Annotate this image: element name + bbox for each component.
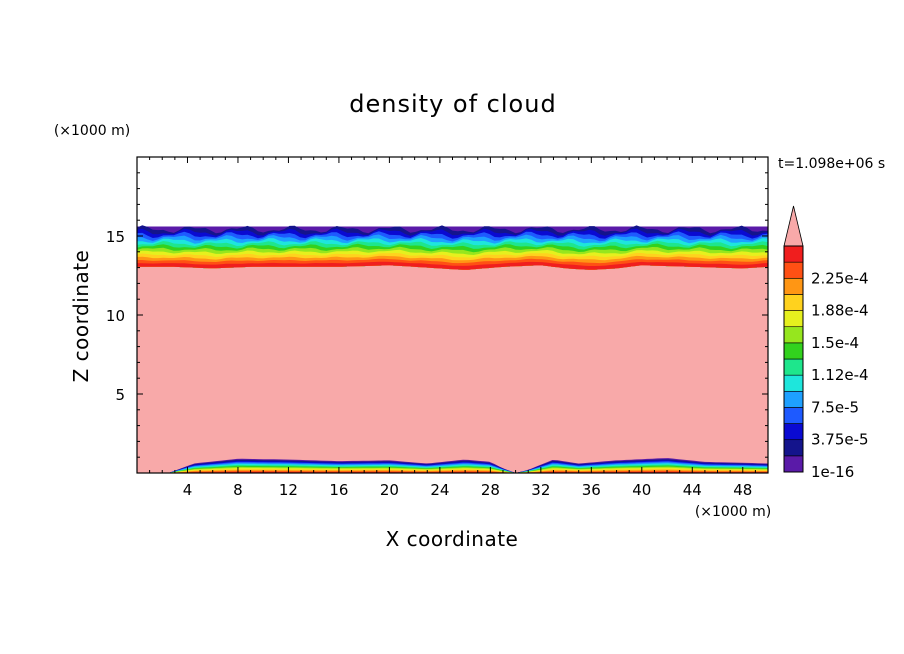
y-tick-label-5: 5 xyxy=(115,386,125,404)
chart-title: density of cloud xyxy=(349,90,556,118)
y-tick-label-15: 15 xyxy=(106,228,125,246)
x-tick-label-12: 12 xyxy=(279,481,298,499)
colorbar-swatch-12 xyxy=(783,261,804,279)
y-axis-label: Z coordinate xyxy=(69,250,93,383)
colorbar-label-3: 1.12e-4 xyxy=(811,366,869,384)
colorbar-swatch-10 xyxy=(783,294,804,311)
colorbar-swatch-13 xyxy=(783,245,804,263)
plot-area xyxy=(137,225,768,473)
colorbar-label-4: 1.5e-4 xyxy=(811,334,859,352)
colorbar-label-1: 3.75e-5 xyxy=(811,431,869,449)
colorbar-label-0: 1e-16 xyxy=(811,463,854,481)
field-layers xyxy=(137,225,768,473)
time-label: t=1.098e+06 s xyxy=(778,156,885,172)
colorbar-swatch-4 xyxy=(783,390,804,408)
x-tick-label-28: 28 xyxy=(481,481,500,499)
x-tick-label-48: 48 xyxy=(733,481,752,499)
top-band-level-13 xyxy=(137,261,768,270)
colorbar-swatch-7 xyxy=(783,342,804,360)
x-tick-label-40: 40 xyxy=(632,481,651,499)
colorbar-swatch-1 xyxy=(783,439,804,457)
colorbar-label-5: 1.88e-4 xyxy=(811,302,869,320)
colorbar-swatch-11 xyxy=(783,277,804,295)
x-tick-label-44: 44 xyxy=(683,481,702,499)
x-axis: 4 8 12 16 20 24 28 32 36 40 44 48 xyxy=(149,157,756,499)
x-tick-label-4: 4 xyxy=(183,481,193,499)
x-tick-label-24: 24 xyxy=(430,481,449,499)
x-tick-label-36: 36 xyxy=(582,481,601,499)
colorbar-frame xyxy=(783,245,804,473)
colorbar-swatch-0 xyxy=(783,455,804,473)
y-unit-label: (×1000 m) xyxy=(54,123,130,139)
x-unit-label: (×1000 m) xyxy=(695,504,771,520)
colorbar-label-6: 2.25e-4 xyxy=(811,269,869,287)
y-tick-label-10: 10 xyxy=(106,307,125,325)
colorbar-swatch-6 xyxy=(783,358,804,376)
colorbar-extend-arrow xyxy=(783,205,804,247)
x-tick-label-8: 8 xyxy=(233,481,243,499)
colorbar: 1e-16 3.75e-5 7.5e-5 1.12e-4 1.5e-4 1.88e-4 2.… xyxy=(783,205,869,481)
y-axis: 5 10 15 xyxy=(106,172,768,458)
x-axis-label: X coordinate xyxy=(386,527,519,551)
colorbar-swatch-3 xyxy=(783,407,804,424)
x-tick-label-20: 20 xyxy=(380,481,399,499)
colorbar-label-2: 7.5e-5 xyxy=(811,398,859,416)
x-tick-label-16: 16 xyxy=(329,481,348,499)
colorbar-swatch-9 xyxy=(783,310,804,328)
colorbar-swatch-8 xyxy=(783,326,804,344)
colorbar-swatch-5 xyxy=(783,374,804,392)
x-tick-label-32: 32 xyxy=(531,481,550,499)
colorbar-swatch-2 xyxy=(783,423,804,441)
